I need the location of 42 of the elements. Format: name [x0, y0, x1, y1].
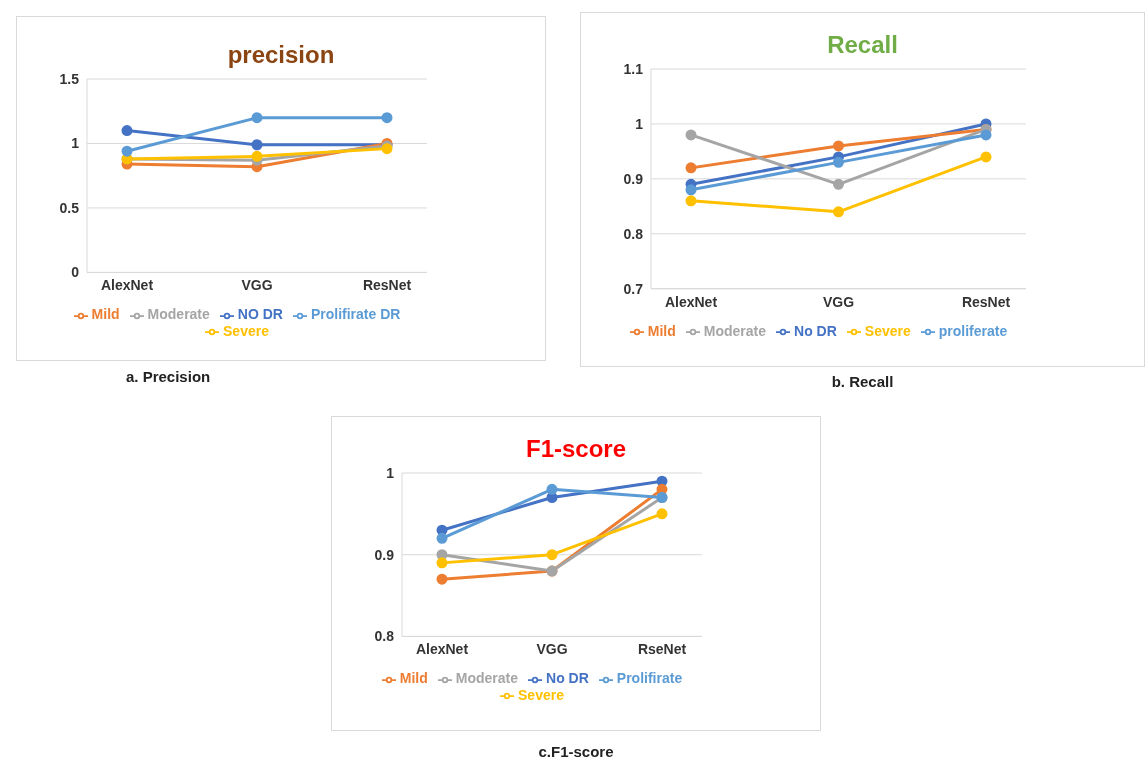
- x-tick-label: RseNet: [637, 641, 687, 658]
- legend-label: proliferate: [938, 322, 1008, 339]
- legend-label: Severe: [518, 686, 564, 703]
- x-tick-label: AlexNet: [664, 293, 718, 310]
- y-tick-label: 1.5: [59, 70, 80, 87]
- y-tick-label: 1: [71, 135, 80, 152]
- legend-label: Moderate: [455, 670, 519, 687]
- legend-label: Mild: [647, 322, 676, 339]
- y-tick-label: 0: [71, 264, 80, 281]
- text: c.F1-score: [537, 743, 615, 760]
- legend-label: Mild: [91, 306, 120, 323]
- y-tick-label: 0.5: [59, 199, 80, 216]
- x-tick-label: ResNet: [961, 293, 1011, 310]
- y-tick-label: 1.1: [623, 60, 644, 77]
- legend-label: Severe: [223, 322, 269, 339]
- x-tick-label: AlexNet: [415, 641, 469, 658]
- y-tick-label: 1: [635, 115, 644, 132]
- chart-title: F1-score: [524, 434, 627, 463]
- text: b. Recall: [830, 373, 895, 390]
- y-tick-label: 0.7: [623, 280, 644, 297]
- y-tick-label: 0.8: [374, 628, 395, 645]
- x-tick-label: VGG: [241, 277, 273, 294]
- y-tick-label: 0.9: [374, 546, 395, 563]
- legend-label: NO DR: [237, 306, 283, 323]
- legend-label: No DR: [546, 670, 589, 687]
- legend-label: No DR: [794, 322, 837, 339]
- legend-label: Moderate: [703, 322, 767, 339]
- legend-label: Prolifirate: [616, 670, 683, 687]
- chart-title: Recall: [826, 30, 899, 59]
- y-tick-label: 1: [386, 464, 395, 481]
- legend-label: Mild: [399, 670, 428, 687]
- y-tick-label: 0.8: [623, 225, 644, 242]
- y-tick-label: 0.9: [623, 170, 644, 187]
- x-tick-label: VGG: [822, 293, 855, 310]
- legend-label: Prolifirate DR: [310, 306, 401, 323]
- x-tick-label: ResNet: [362, 277, 412, 294]
- legend-label: Moderate: [147, 306, 210, 323]
- legend-label: Severe: [864, 322, 911, 339]
- x-tick-label: AlexNet: [100, 277, 154, 294]
- x-tick-label: VGG: [536, 641, 568, 658]
- text: a. Precision: [125, 368, 212, 385]
- chart-title: precision: [226, 40, 336, 69]
